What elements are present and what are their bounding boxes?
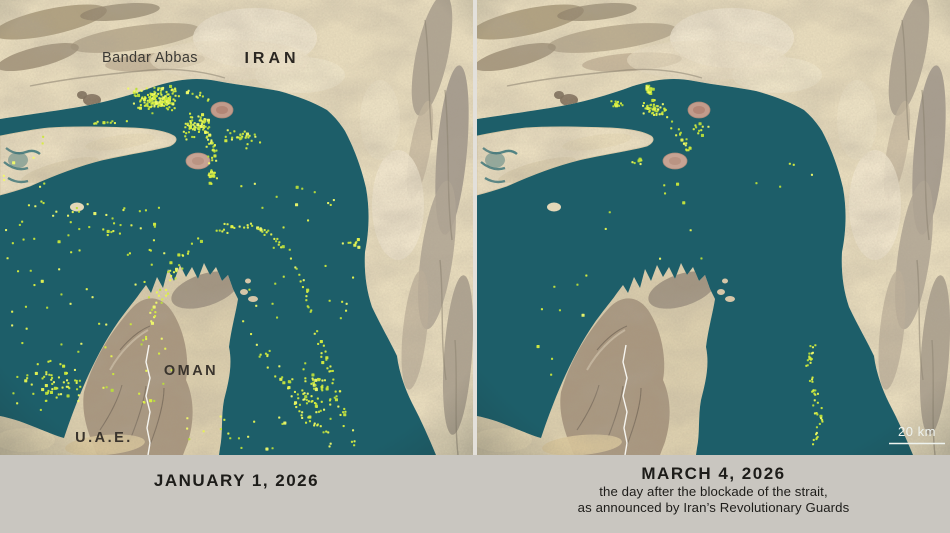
caption-line-2: as announced by Iran’s Revolutionary Gua… [577, 500, 850, 516]
ship-dots-layer [2, 84, 361, 451]
scale-bar-label: 20 km [898, 424, 936, 439]
bandar-abbas-label: Bandar Abbas [102, 50, 198, 66]
iran-label: IRAN [244, 50, 299, 67]
caption-line-1: the day after the blockade of the strait… [599, 484, 828, 500]
basemap-layer [477, 0, 950, 455]
map-panel-march: 20 km [477, 0, 950, 455]
panel-divider [473, 0, 477, 455]
satellite-map-january: Bandar Abbas IRAN OMAN U.A.E. [0, 0, 473, 455]
caption-bar: JANUARY 1, 2026 MARCH 4, 2026 the day af… [0, 455, 950, 533]
map-panel-january: Bandar Abbas IRAN OMAN U.A.E. [0, 0, 473, 455]
caption-march: MARCH 4, 2026 the day after the blockade… [477, 455, 950, 517]
caption-january: JANUARY 1, 2026 [0, 455, 473, 491]
oman-label: OMAN [164, 363, 218, 379]
date-label-march: MARCH 4, 2026 [641, 464, 786, 483]
date-label-january: JANUARY 1, 2026 [153, 471, 320, 490]
ship-dots-layer [536, 84, 824, 446]
uae-label: U.A.E. [75, 430, 133, 446]
scale-bar: 20 km [889, 424, 945, 445]
satellite-map-march: 20 km [477, 0, 950, 455]
basemap-layer [0, 0, 473, 455]
